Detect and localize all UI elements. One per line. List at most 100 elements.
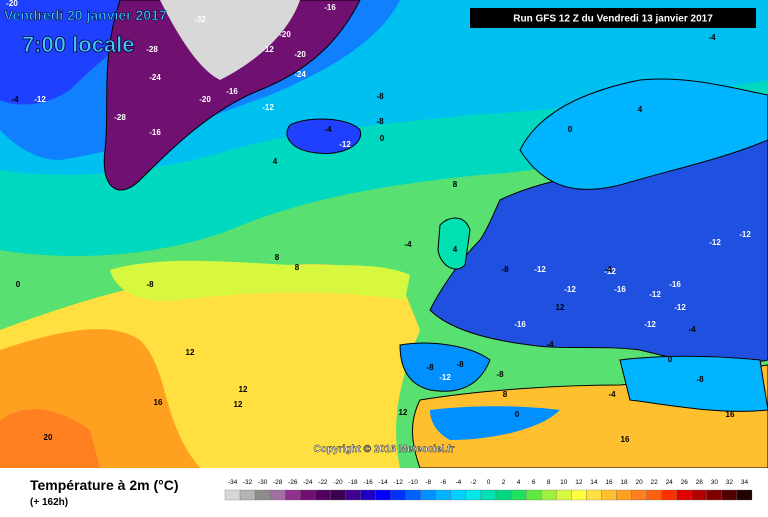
color-swatch (270, 490, 285, 500)
scale-label: 8 (547, 479, 551, 486)
scale-label: 18 (620, 479, 628, 486)
color-swatch (647, 490, 662, 500)
contour-label: -16 (669, 280, 681, 289)
lead-time: (+ 162h) (30, 497, 68, 508)
contour-label: -12 (644, 320, 656, 329)
color-swatch (391, 490, 406, 500)
contour-label: -12 (564, 285, 576, 294)
contour-label: 0 (668, 355, 673, 364)
color-swatch (541, 490, 556, 500)
contour-label: -20 (199, 95, 211, 104)
contour-label: -8 (426, 363, 434, 372)
contour-label: -16 (324, 3, 336, 12)
color-swatch (571, 490, 586, 500)
contour-label: -24 (294, 70, 306, 79)
contour-label: -4 (324, 125, 332, 134)
scale-label: -8 (425, 479, 431, 486)
contour-label: 12 (239, 385, 248, 394)
color-swatch (240, 490, 255, 500)
scale-label: -32 (243, 479, 253, 486)
britain (438, 218, 470, 269)
contour-label: -12 (339, 140, 351, 149)
contour-label: -12 (34, 95, 46, 104)
color-swatch (616, 490, 631, 500)
contour-label: 12 (234, 400, 243, 409)
forecast-time: 7:00 locale (22, 32, 135, 57)
color-swatch (586, 490, 601, 500)
scale-label: 34 (741, 479, 749, 486)
contour-label: 4 (453, 245, 458, 254)
copyright: Copyright © 2016 Meteociel.fr (314, 444, 455, 455)
color-swatch (300, 490, 315, 500)
color-swatch (662, 490, 677, 500)
contour-label: 16 (621, 435, 630, 444)
contour-label: -8 (496, 370, 504, 379)
contour-label: -8 (501, 265, 509, 274)
contour-label: 20 (44, 433, 53, 442)
color-swatch (526, 490, 541, 500)
scale-label: -4 (455, 479, 461, 486)
contour-label: -12 (739, 230, 751, 239)
contour-label: -8 (376, 117, 384, 126)
scale-label: 4 (517, 479, 521, 486)
contour-label: 4 (638, 105, 643, 114)
color-swatch (737, 490, 752, 500)
scale-label: -20 (333, 479, 343, 486)
contour-label: -4 (608, 390, 616, 399)
scale-label: 10 (560, 479, 568, 486)
contour-label: 16 (726, 410, 735, 419)
color-swatch (481, 490, 496, 500)
contour-label: -4 (546, 340, 554, 349)
scale-label: -30 (258, 479, 268, 486)
contour-label: 4 (273, 157, 278, 166)
contour-label: -12 (262, 103, 274, 112)
color-swatch (632, 490, 647, 500)
scale-label: 14 (590, 479, 598, 486)
contour-label: 8 (503, 390, 508, 399)
contour-label: -8 (456, 360, 464, 369)
contour-label: 16 (154, 398, 163, 407)
color-swatch (496, 490, 511, 500)
contour-label: 0 (16, 280, 21, 289)
scale-label: 6 (532, 479, 536, 486)
contour-label: 12 (556, 303, 565, 312)
contour-label: -12 (709, 238, 721, 247)
contour-label: -24 (149, 73, 161, 82)
scale-label: 28 (696, 479, 704, 486)
color-swatch (255, 490, 270, 500)
contour-label: -16 (149, 128, 161, 137)
scale-label: -2 (471, 479, 477, 486)
contour-label: -12 (674, 303, 686, 312)
contour-label: 0 (568, 125, 573, 134)
color-swatch (707, 490, 722, 500)
color-swatch (315, 490, 330, 500)
color-swatch (225, 490, 240, 500)
legend-title: Température à 2m (°C) (30, 477, 179, 493)
color-swatch (421, 490, 436, 500)
color-swatch (361, 490, 376, 500)
color-swatch (692, 490, 707, 500)
contour-label: -4 (404, 240, 412, 249)
scale-label: -12 (393, 479, 403, 486)
contour-label: -12 (439, 373, 451, 382)
scale-label: 24 (666, 479, 674, 486)
scale-label: 16 (605, 479, 613, 486)
scale-label: 2 (502, 479, 506, 486)
color-swatch (285, 490, 300, 500)
color-swatch (406, 490, 421, 500)
color-swatch (722, 490, 737, 500)
scale-label: -34 (228, 479, 238, 486)
forecast-date: Vendredi 20 janvier 2017 (4, 7, 167, 23)
scale-label: -26 (288, 479, 298, 486)
scale-label: -10 (409, 479, 419, 486)
contour-label: -20 (294, 50, 306, 59)
scale-label: 32 (726, 479, 734, 486)
run-info: Run GFS 12 Z du Vendredi 13 janvier 2017 (513, 14, 713, 25)
scale-label: -28 (273, 479, 283, 486)
contour-label: 0 (380, 134, 385, 143)
contour-label: -4 (604, 265, 612, 274)
color-swatch (376, 490, 391, 500)
color-swatch (556, 490, 571, 500)
color-swatch (601, 490, 616, 500)
contour-label: -4 (11, 95, 19, 104)
